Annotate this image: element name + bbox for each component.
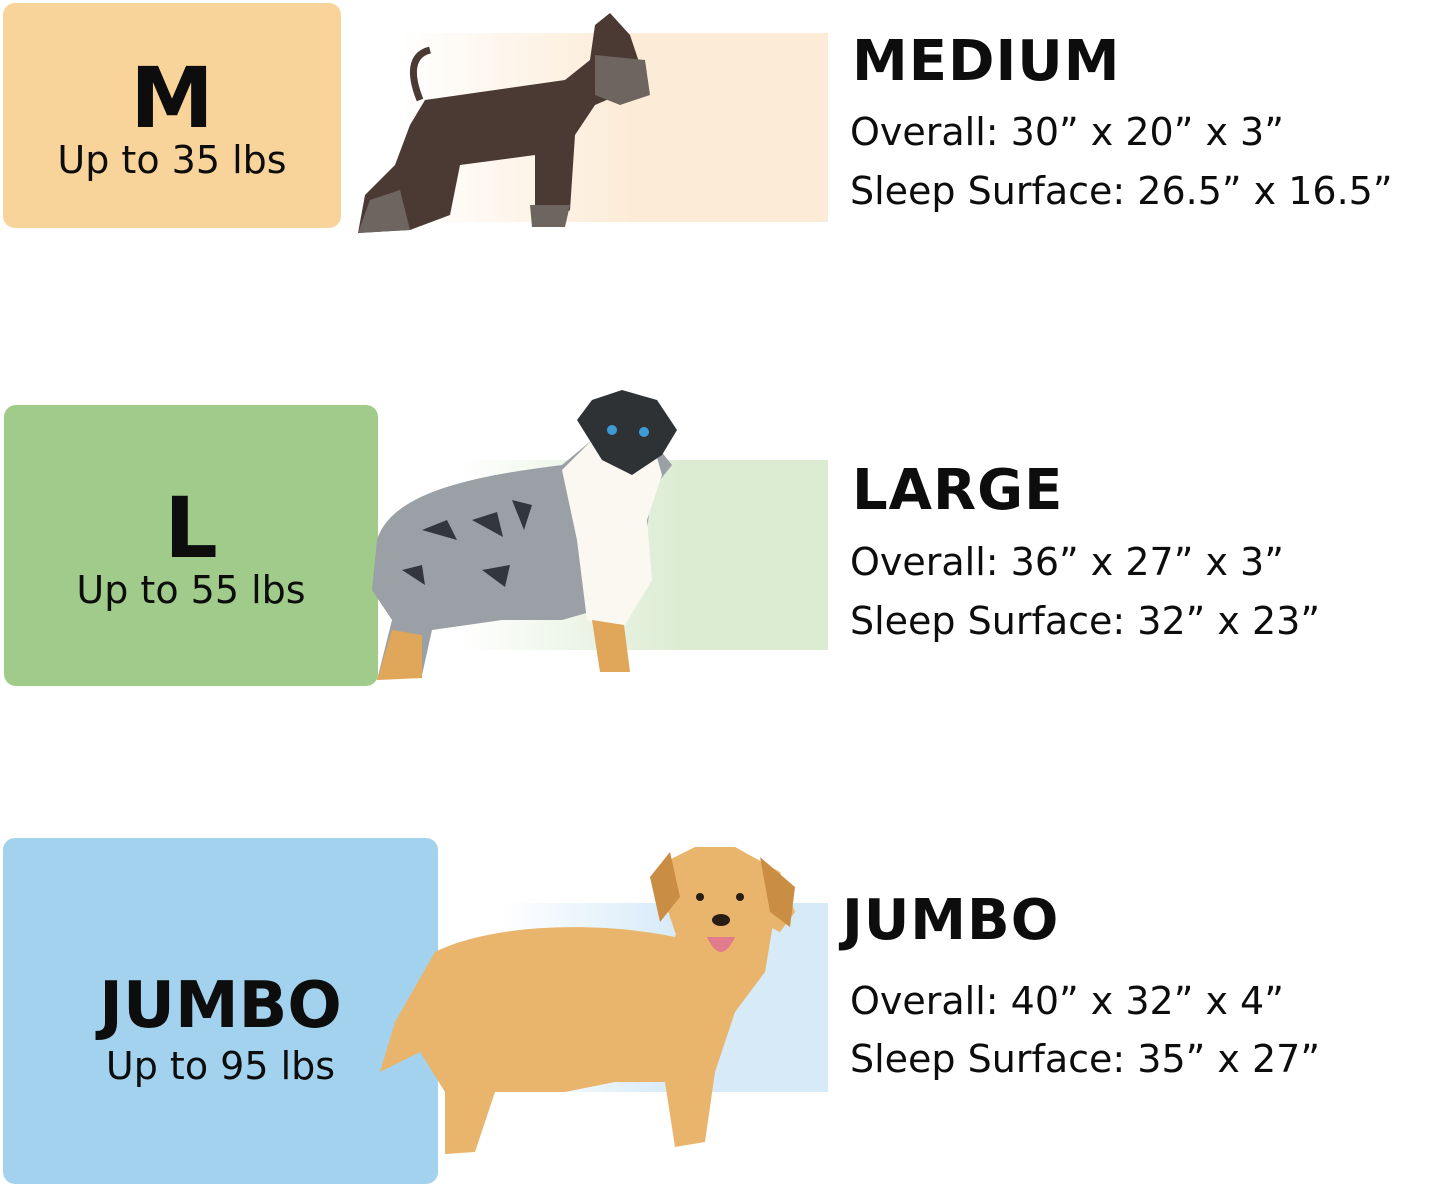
size-letter: M [130, 48, 214, 147]
sleep-surface-dimensions: Sleep Surface: 35” x 27” [850, 1037, 1321, 1081]
australian-shepherd-illustration [372, 390, 677, 680]
size-badge-large: L Up to 55 lbs [4, 405, 378, 686]
size-letter: JUMBO [99, 969, 342, 1044]
golden-retriever-illustration [380, 847, 795, 1154]
weight-limit: Up to 35 lbs [57, 137, 287, 182]
size-badge-jumbo: JUMBO Up to 95 lbs [3, 838, 438, 1184]
weight-limit: Up to 95 lbs [105, 1044, 336, 1089]
sleep-surface-dimensions: Sleep Surface: 32” x 23” [850, 599, 1321, 643]
size-letter: L [164, 478, 218, 577]
schnauzer-illustration [358, 13, 650, 233]
overall-dimensions: Overall: 36” x 27” x 3” [850, 540, 1284, 584]
size-name: LARGE [852, 458, 1064, 523]
sleep-surface-dimensions: Sleep Surface: 26.5” x 16.5” [850, 169, 1393, 213]
size-name: MEDIUM [852, 29, 1121, 94]
overall-dimensions: Overall: 40” x 32” x 4” [850, 979, 1284, 1023]
weight-limit: Up to 55 lbs [76, 567, 306, 612]
overall-dimensions: Overall: 30” x 20” x 3” [850, 110, 1284, 154]
size-badge-medium: M Up to 35 lbs [3, 3, 341, 228]
size-name: JUMBO [842, 888, 1060, 953]
